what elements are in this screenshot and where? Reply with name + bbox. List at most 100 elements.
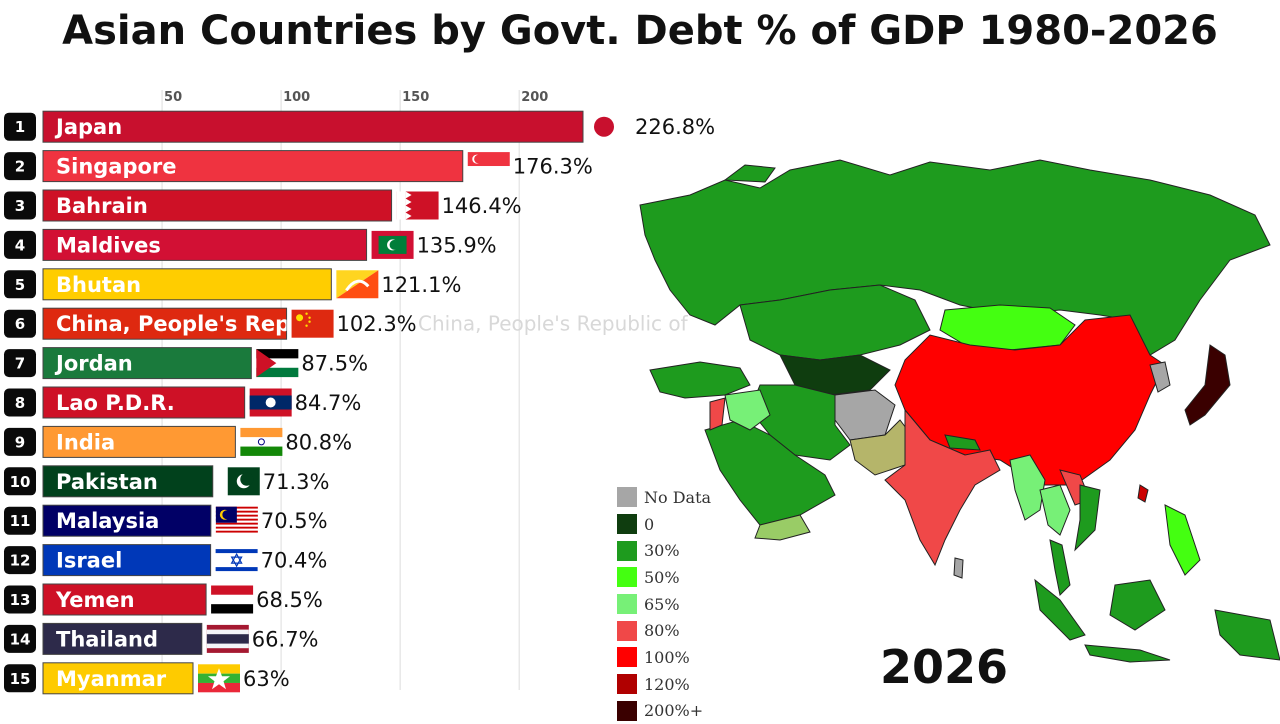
legend-label: 120% — [644, 675, 690, 694]
map-region-borneo — [1110, 580, 1165, 630]
bar-label: Maldives — [56, 233, 161, 257]
value-label: 66.7% — [252, 627, 319, 651]
legend-label: 65% — [644, 595, 680, 614]
legend-swatch — [617, 701, 637, 721]
value-label: 226.8% — [635, 115, 715, 139]
value-label: 121.1% — [381, 273, 461, 297]
legend-label: 200%+ — [644, 701, 703, 720]
rank-label: 11 — [10, 512, 31, 530]
chart-title: Asian Countries by Govt. Debt % of GDP 1… — [0, 8, 1280, 54]
map-region-arctic-island — [725, 165, 775, 182]
legend-swatch — [617, 674, 637, 694]
rank-label: 4 — [15, 236, 25, 254]
legend-label: 50% — [644, 568, 680, 587]
bar-row: 4 Maldives 135.9% — [4, 229, 497, 260]
legend-label: 0 — [644, 515, 654, 534]
rank-label: 7 — [15, 355, 25, 373]
map-region-philippines — [1165, 505, 1200, 575]
legend-item: 0 — [617, 511, 757, 538]
legend-label: 30% — [644, 541, 680, 560]
rank-label: 9 — [15, 433, 25, 451]
value-label: 70.4% — [261, 549, 328, 573]
legend-label: 80% — [644, 621, 680, 640]
rank-label: 15 — [10, 670, 31, 688]
legend-item: 65% — [617, 591, 757, 618]
laos-flag — [250, 389, 292, 417]
map-region-taiwan — [1138, 485, 1148, 502]
map-region-afghanistan — [835, 390, 895, 440]
india-flag — [240, 428, 282, 456]
rank-label: 6 — [15, 315, 25, 333]
rank-label: 14 — [10, 630, 31, 648]
value-label: 146.4% — [442, 194, 522, 218]
legend-swatch — [617, 541, 637, 561]
rank-label: 12 — [10, 552, 31, 570]
bar-label: India — [56, 430, 115, 454]
map-region-turkey — [650, 362, 750, 398]
legend-label: 100% — [644, 648, 690, 667]
map-region-japan — [1185, 345, 1230, 425]
value-label: 71.3% — [263, 470, 330, 494]
legend-item: 50% — [617, 564, 757, 591]
bar-label: Bahrain — [56, 194, 148, 218]
value-label: 80.8% — [285, 430, 352, 454]
bar-label: Singapore — [56, 155, 177, 179]
map-region-malay-peninsula — [1050, 540, 1070, 595]
bar-row: 12 Israel 70.4% — [4, 545, 327, 576]
value-label: 70.5% — [261, 509, 328, 533]
legend-item: No Data — [617, 484, 757, 511]
israel-flag — [216, 546, 258, 574]
china-flag — [292, 310, 334, 338]
bar-label: Yemen — [55, 588, 135, 612]
legend-swatch — [617, 514, 637, 534]
x-tick-label: 50 — [164, 90, 182, 105]
bar-label: Bhutan — [56, 273, 141, 297]
value-label: 68.5% — [256, 588, 323, 612]
map-legend: No Data 0 30% 50% 65% 80% 100% 120% 200%+ — [617, 484, 757, 724]
bar-label: Israel — [56, 549, 122, 573]
rank-label: 2 — [15, 158, 25, 176]
legend-swatch — [617, 647, 637, 667]
legend-item: 100% — [617, 644, 757, 671]
year-label: 2026 — [880, 640, 1000, 694]
legend-item: 80% — [617, 617, 757, 644]
map-region-new-guinea — [1215, 610, 1280, 660]
value-label: 63% — [243, 667, 290, 691]
legend-item: 30% — [617, 537, 757, 564]
bar-label: Pakistan — [56, 470, 158, 494]
pakistan-flag — [218, 467, 260, 495]
singapore-flag — [468, 152, 510, 180]
maldives-flag — [372, 231, 414, 259]
thailand-flag — [207, 625, 249, 653]
legend-swatch — [617, 594, 637, 614]
bar-row: 14 Thailand 66.7% — [4, 623, 319, 654]
legend-item: 120% — [617, 671, 757, 698]
legend-item: 200%+ — [617, 698, 757, 724]
bhutan-flag — [336, 270, 378, 298]
value-label: 87.5% — [301, 352, 368, 376]
legend-label: No Data — [644, 488, 711, 507]
map-region-sri-lanka — [954, 558, 963, 578]
yemen-flag — [211, 586, 253, 614]
bar-label: Myanmar — [56, 667, 167, 691]
map-region-thailand — [1040, 485, 1070, 535]
myanmar-flag — [198, 664, 240, 692]
value-label: 84.7% — [295, 391, 362, 415]
legend-swatch — [617, 621, 637, 641]
value-label: 102.3% — [337, 312, 417, 336]
x-tick-label: 200 — [521, 90, 548, 105]
rank-label: 8 — [15, 394, 25, 412]
value-label: 135.9% — [417, 233, 497, 257]
bar-label: Japan — [54, 115, 122, 139]
bar-label: Thailand — [56, 627, 158, 651]
malaysia-flag — [216, 507, 258, 535]
